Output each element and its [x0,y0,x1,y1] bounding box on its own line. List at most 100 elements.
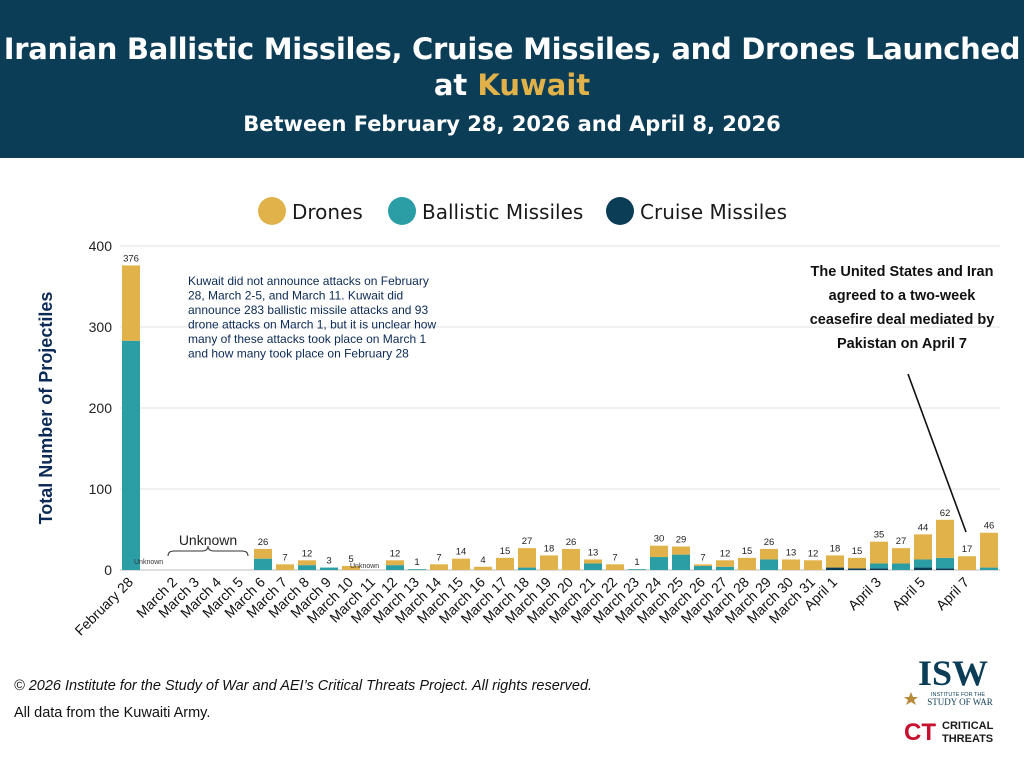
data-label: 15 [742,546,753,557]
bar-segment [385,560,405,566]
x-tick-label: April 7 [933,574,973,614]
bar-segment [803,560,823,570]
data-label: 27 [522,536,533,547]
bar-segment [715,566,735,570]
data-label: 7 [612,552,617,563]
data-label: 376 [123,253,139,264]
bar-segment [913,534,933,560]
data-label: 62 [940,508,951,519]
data-label: 44 [918,522,929,533]
title-highlight: Kuwait [477,68,591,102]
bar-segment [517,548,537,568]
bar-segment [759,548,779,560]
bar-segment [891,548,911,564]
ceasefire-text-line: Pakistan on April 7 [837,336,967,352]
title-prefix: at [433,68,478,102]
data-label: 5 [348,554,353,565]
bar-segment [627,569,647,570]
bar-segment [407,569,427,570]
bar-segment [891,563,911,570]
isw-logo-mark: ISW [918,653,988,693]
data-label: 3 [326,556,331,567]
note-text-line: and how many took place on February 28 [188,347,409,361]
bar-segment [583,563,603,570]
bar-segment [847,557,867,569]
bar-segment [275,564,295,570]
ceasefire-text-line: The United States and Iran [811,264,994,280]
chart-title-line1: Iranian Ballistic Missiles, Cruise Missi… [3,32,1021,66]
bar-segment [781,559,801,570]
bar-segment [649,545,669,558]
bar-segment [737,557,757,570]
legend-swatch-2 [606,197,634,225]
bar-segment [583,559,603,564]
bar-segment [319,567,339,570]
bar-segment [539,555,559,570]
ceasefire-pointer-line [907,373,967,533]
bar-segment [649,557,669,570]
data-label: 18 [544,543,555,554]
legend-label-0: Drones [292,200,363,224]
bar-segment [671,554,691,570]
bar-segment [429,564,449,570]
bar-segment [297,560,317,566]
legend-swatch-0 [258,197,286,225]
bar-segment [385,565,405,570]
bar-segment [869,563,889,569]
data-label: 12 [808,548,819,559]
data-label: 15 [500,546,511,557]
data-label: 29 [676,535,687,546]
ct-logo-word1: CRITICAL [942,720,994,732]
y-tick-label: 400 [89,238,113,254]
bar-segment [253,548,273,559]
chart-subtitle: Between February 28, 2026 and April 8, 2… [243,112,781,136]
star-icon [904,692,918,705]
bar-segment [759,559,779,570]
copyright-text: © 2026 Institute for the Study of War an… [14,678,593,694]
data-label: 46 [984,521,995,532]
bar-segment [517,567,537,570]
unknown-label-march11: Unknown [350,563,379,570]
y-tick-label: 200 [89,400,113,416]
unknown-label-march1: Unknown [134,559,163,566]
bar-segment [671,546,691,555]
data-label: 26 [764,537,775,548]
legend-label-1: Ballistic Missiles [422,200,583,224]
data-label: 14 [456,547,467,558]
bar-segment [451,558,471,570]
bar-segment [605,564,625,570]
data-label: 7 [282,552,287,563]
bar-segment [495,557,515,570]
data-label: 12 [390,548,401,559]
bar-segment [825,567,845,570]
data-label: 13 [588,547,599,558]
bar-segment [913,559,933,568]
bar-segment [957,556,977,570]
data-label: 30 [654,534,665,545]
ct-logo-mark: CT [904,719,936,746]
note-text-line: announce 283 ballistic missile attacks a… [188,303,428,317]
data-label: 17 [962,544,973,555]
bar-segment [693,564,713,566]
bar-segment [253,558,273,570]
data-label: 12 [720,548,731,559]
y-tick-label: 300 [89,319,113,335]
legend-label-2: Cruise Missiles [640,200,787,224]
bar-segment [825,555,845,568]
data-label: 35 [874,530,885,541]
data-label: 13 [786,547,797,558]
bar-segment [297,565,317,570]
unknown-brace [167,545,249,557]
data-label: 18 [830,543,841,554]
y-axis-label: Total Number of Projectiles [36,292,56,525]
header-banner: Iranian Ballistic Missiles, Cruise Missi… [0,0,1024,158]
isw-logo-sub1: INSTITUTE FOR THE [931,692,985,698]
source-text: All data from the Kuwaiti Army. [14,705,211,721]
data-label: 1 [634,557,639,568]
ct-logo: CT CRITICAL THREATS [904,719,994,746]
bar-segment [935,557,955,569]
bar-segment [913,567,933,570]
note-text-line: Kuwait did not announce attacks on Febru… [188,274,429,288]
bar-segment [979,532,999,568]
